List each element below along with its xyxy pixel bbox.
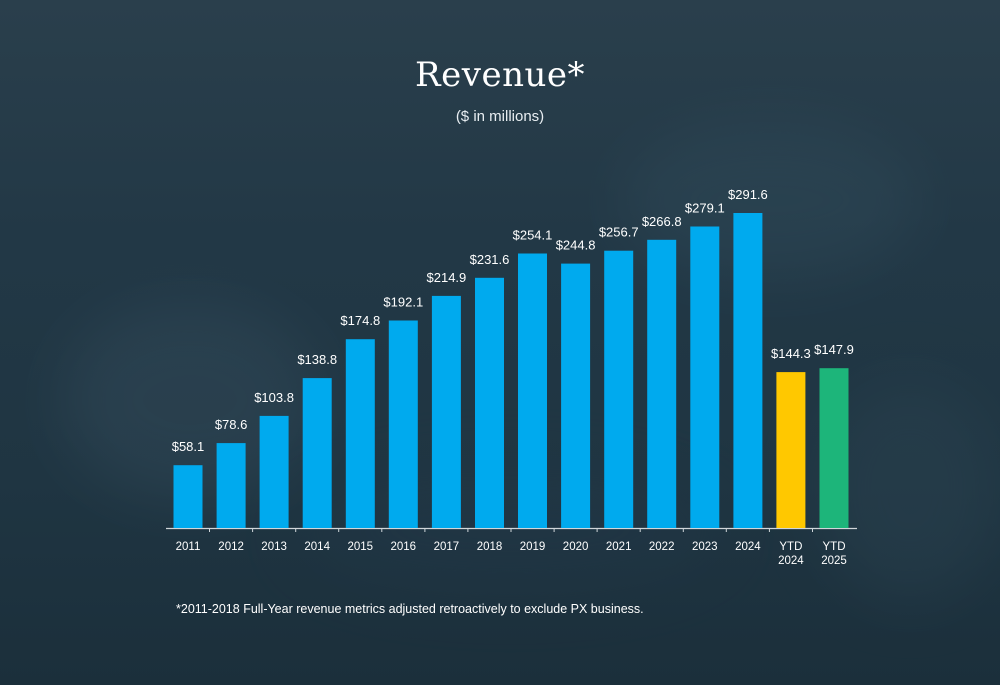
- x-tick-label: 2024: [735, 541, 761, 553]
- bar-2020: [561, 263, 591, 528]
- bar-2019: [518, 253, 547, 528]
- bar-2014: [302, 378, 332, 528]
- data-label: $231.6: [470, 252, 510, 267]
- chart-subtitle: ($ in millions): [455, 108, 545, 125]
- x-tick-label: 2015: [348, 541, 374, 553]
- x-tick-label: 2017: [434, 541, 460, 553]
- data-label: $174.8: [340, 313, 380, 328]
- bar-2011: [173, 465, 203, 528]
- x-tick-label: 2025: [821, 555, 847, 567]
- x-tick-label: 2011: [176, 541, 201, 553]
- bar-2021: [604, 250, 634, 528]
- x-tick-label: 2024: [778, 555, 804, 567]
- bar-ytd-2025: [819, 368, 849, 528]
- bar-2022: [647, 239, 677, 529]
- bar-2012: [216, 443, 246, 528]
- data-label: $214.9: [427, 270, 467, 285]
- data-label: $78.6: [215, 417, 248, 432]
- x-tick-label: 2019: [520, 541, 546, 553]
- data-label: $138.8: [297, 352, 337, 367]
- data-label: $291.6: [728, 187, 768, 202]
- data-label: $58.1: [172, 439, 205, 454]
- bar-ytd-2024: [776, 372, 806, 528]
- x-tick-label: 2020: [563, 541, 589, 553]
- x-tick-label: 2018: [477, 541, 503, 553]
- background-blur: [820, 380, 1000, 600]
- data-label: $279.1: [685, 201, 725, 216]
- data-label: $266.8: [642, 214, 682, 229]
- x-tick-label: 2022: [649, 541, 675, 553]
- data-label: $192.1: [383, 295, 423, 310]
- bar-2018: [475, 277, 504, 528]
- x-tick-label: 2013: [261, 541, 287, 553]
- x-tick-label: 2021: [606, 541, 632, 553]
- data-label: $254.1: [513, 228, 553, 243]
- bar-2024: [733, 213, 763, 528]
- bar-2017: [431, 295, 461, 528]
- bar-2015: [345, 339, 375, 528]
- x-tick-label: 2014: [304, 541, 330, 553]
- data-label: $147.9: [814, 342, 854, 357]
- x-tick-label: 2023: [692, 541, 718, 553]
- x-tick-label: YTD: [823, 541, 846, 553]
- data-label: $103.8: [254, 390, 294, 405]
- bar-2013: [259, 415, 289, 528]
- chart-footnote: *2011-2018 Full-Year revenue metrics adj…: [176, 602, 644, 616]
- chart-title: Revenue*: [415, 55, 585, 95]
- data-label: $144.3: [771, 346, 811, 361]
- bar-2023: [690, 226, 720, 528]
- x-tick-label: YTD: [779, 541, 802, 553]
- x-tick-label: 2016: [391, 541, 417, 553]
- bar-2016: [388, 320, 418, 528]
- x-tick-label: 2012: [218, 541, 244, 553]
- data-label: $244.8: [556, 238, 596, 253]
- data-label: $256.7: [599, 225, 639, 240]
